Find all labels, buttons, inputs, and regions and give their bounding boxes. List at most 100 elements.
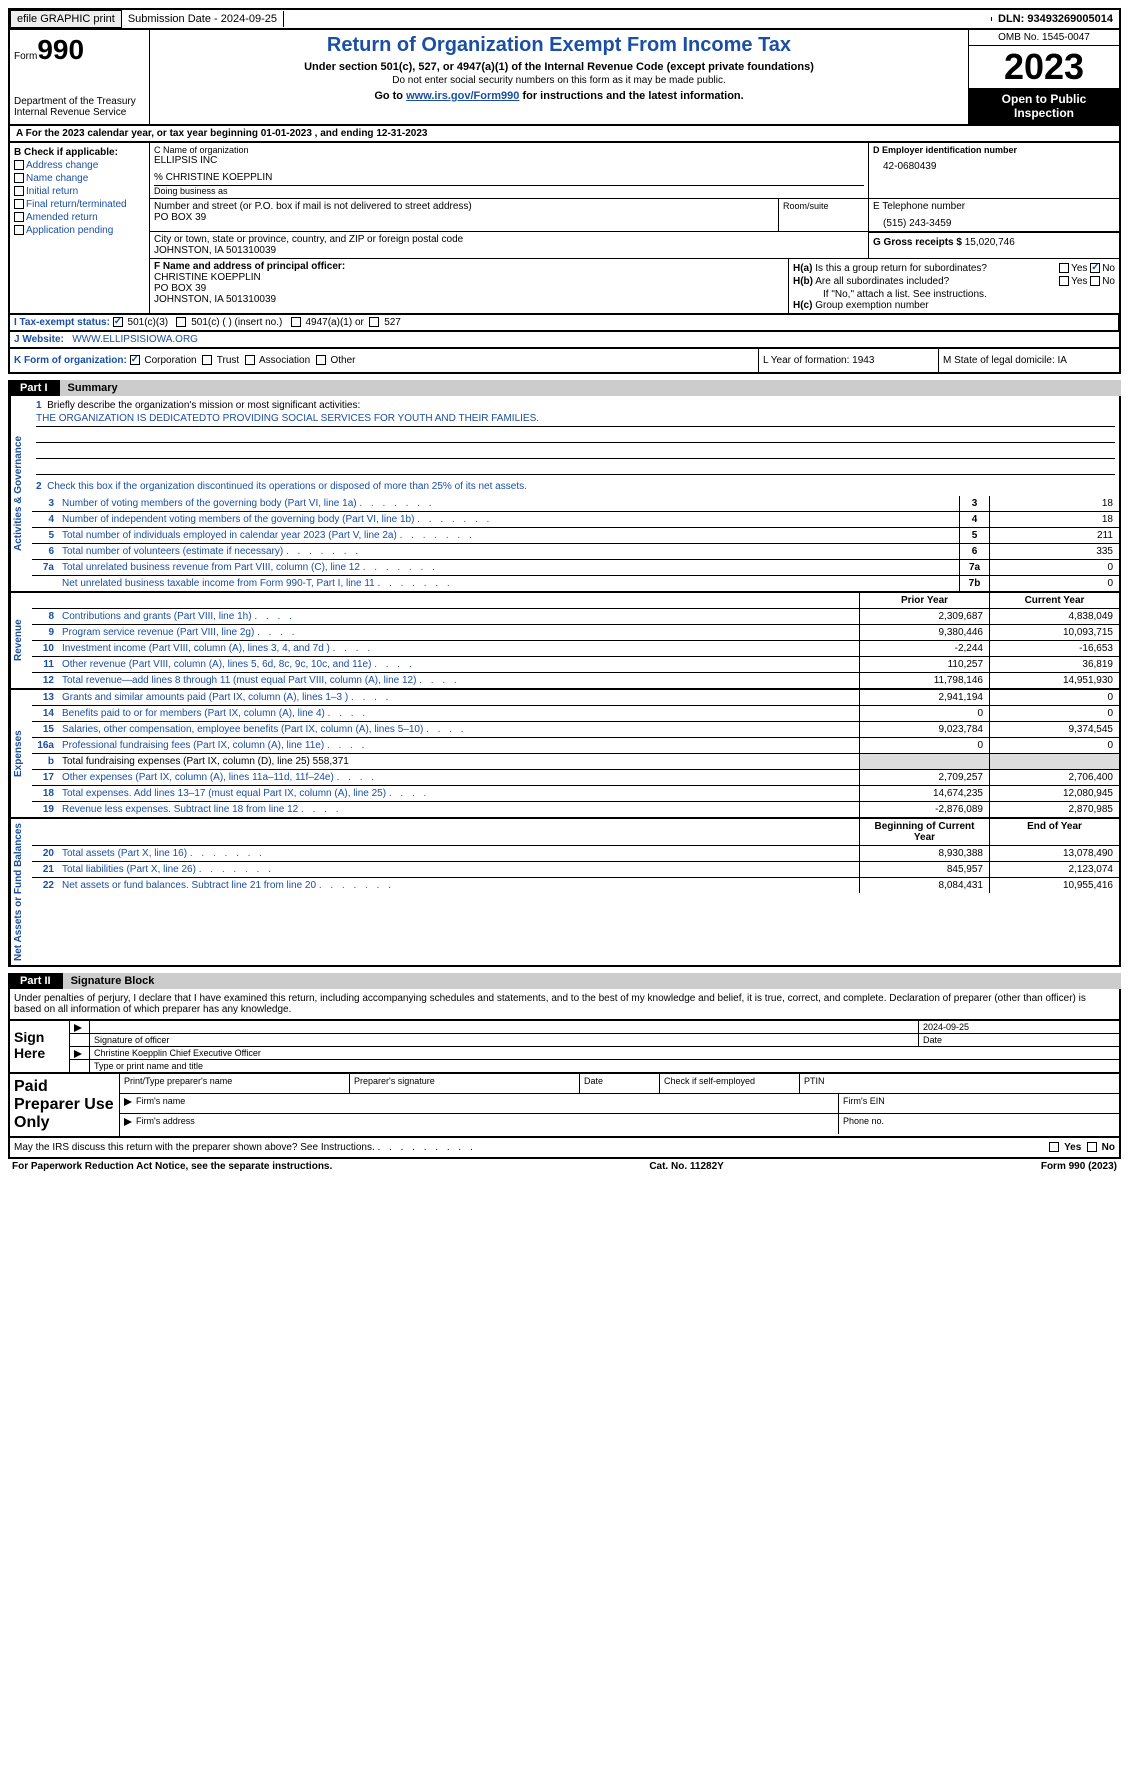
dba-label: Doing business as bbox=[154, 185, 864, 196]
phone-value: (515) 243-3459 bbox=[883, 218, 1115, 229]
discuss-text: May the IRS discuss this return with the… bbox=[14, 1142, 375, 1153]
cb-501c[interactable] bbox=[176, 317, 186, 327]
summary-line: 10Investment income (Part VIII, column (… bbox=[32, 641, 1119, 657]
mission-text: THE ORGANIZATION IS DEDICATEDTO PROVIDIN… bbox=[36, 413, 1115, 427]
website-link[interactable]: WWW.ELLIPSISIOWA.ORG bbox=[72, 334, 198, 345]
m-cell: M State of legal domicile: IA bbox=[939, 349, 1119, 372]
sign-here-row: Sign Here 2024-09-25 Signature of office… bbox=[8, 1021, 1121, 1074]
goto-note: Go to www.irs.gov/Form990 for instructio… bbox=[154, 90, 964, 102]
k-cell: K Form of organization: Corporation Trus… bbox=[10, 349, 759, 372]
room-cell: Room/suite bbox=[779, 199, 869, 231]
sig-date: 2024-09-25 bbox=[919, 1021, 1119, 1033]
part-ii-label: Part II bbox=[8, 973, 63, 989]
summary-line: 19Revenue less expenses. Subtract line 1… bbox=[32, 802, 1119, 817]
gov-body: 1 Briefly describe the organization's mi… bbox=[32, 396, 1119, 591]
part-ii-title: Signature Block bbox=[63, 973, 1121, 989]
care-of: % CHRISTINE KOEPPLIN bbox=[154, 172, 864, 183]
summary-line: 17Other expenses (Part IX, column (A), l… bbox=[32, 770, 1119, 786]
cb-501c3[interactable] bbox=[113, 317, 123, 327]
boy-header: Beginning of Current Year bbox=[859, 819, 989, 845]
summary-line: 5Total number of individuals employed in… bbox=[32, 528, 1119, 544]
discuss-row: May the IRS discuss this return with the… bbox=[8, 1138, 1121, 1159]
firm-ein: Firm's EIN bbox=[843, 1096, 885, 1106]
summary-line: 16aProfessional fundraising fees (Part I… bbox=[32, 738, 1119, 754]
cb-trust[interactable] bbox=[202, 355, 212, 365]
addr-cell: Number and street (or P.O. box if mail i… bbox=[150, 199, 779, 231]
empty-cell bbox=[284, 17, 992, 21]
cb-amended[interactable]: Amended return bbox=[14, 212, 145, 223]
cb-527[interactable] bbox=[369, 317, 379, 327]
officer-name: CHRISTINE KOEPPLIN bbox=[154, 272, 784, 283]
i-row: I Tax-exempt status: 501(c)(3) 501(c) ( … bbox=[8, 315, 1121, 332]
sign-right: 2024-09-25 Signature of officer Date Chr… bbox=[70, 1021, 1119, 1072]
mission-block: 1 Briefly describe the organization's mi… bbox=[32, 396, 1119, 496]
net-section: Net Assets or Fund Balances Beginning of… bbox=[8, 819, 1121, 967]
firm-addr: Firm's address bbox=[136, 1116, 195, 1126]
city-label: City or town, state or province, country… bbox=[154, 234, 864, 245]
summary-line: 22Net assets or fund balances. Subtract … bbox=[32, 878, 1119, 893]
cb-address-change[interactable]: Address change bbox=[14, 160, 145, 171]
efile-button[interactable]: efile GRAPHIC print bbox=[10, 10, 122, 28]
fh-row: F Name and address of principal officer:… bbox=[150, 259, 1119, 313]
header-row: Form990 Department of the Treasury Inter… bbox=[8, 30, 1121, 126]
gross-cell: G Gross receipts $ 15,020,746 bbox=[869, 232, 1119, 258]
cb-4947[interactable] bbox=[291, 317, 301, 327]
prep-date: Date bbox=[580, 1074, 660, 1093]
officer-city: JOHNSTON, IA 501310039 bbox=[154, 294, 784, 305]
addr-row: Number and street (or P.O. box if mail i… bbox=[150, 199, 1119, 232]
dept-label: Department of the Treasury Internal Reve… bbox=[14, 96, 145, 118]
net-body: Beginning of Current Year End of Year 20… bbox=[32, 819, 1119, 965]
cb-final-return[interactable]: Final return/terminated bbox=[14, 199, 145, 210]
paid-right: Print/Type preparer's name Preparer's si… bbox=[120, 1074, 1119, 1136]
sign-here-label: Sign Here bbox=[10, 1021, 70, 1072]
h-note: If "No," attach a list. See instructions… bbox=[823, 289, 1115, 300]
vtab-net: Net Assets or Fund Balances bbox=[10, 819, 32, 965]
summary-line: Net unrelated business taxable income fr… bbox=[32, 576, 1119, 591]
cb-discuss-yes[interactable] bbox=[1049, 1142, 1059, 1152]
form-label: Form990 bbox=[14, 34, 145, 66]
mission-q: Briefly describe the organization's miss… bbox=[47, 400, 360, 411]
cb-app-pending[interactable]: Application pending bbox=[14, 225, 145, 236]
rev-body: Prior Year Current Year 8Contributions a… bbox=[32, 593, 1119, 688]
cb-discuss-no[interactable] bbox=[1087, 1142, 1097, 1152]
date-label: Date bbox=[919, 1034, 1119, 1046]
summary-line: 11Other revenue (Part VIII, column (A), … bbox=[32, 657, 1119, 673]
line-a: A For the 2023 calendar year, or tax yea… bbox=[8, 126, 1121, 143]
header-right: OMB No. 1545-0047 2023 Open to Public In… bbox=[969, 30, 1119, 124]
c-label: C Name of organization bbox=[154, 145, 864, 155]
org-name-cell: C Name of organization ELLIPSIS INC % CH… bbox=[150, 143, 869, 198]
summary-line: 12Total revenue—add lines 8 through 11 (… bbox=[32, 673, 1119, 688]
vtab-exp: Expenses bbox=[10, 690, 32, 817]
top-bar: efile GRAPHIC print Submission Date - 20… bbox=[8, 8, 1121, 30]
cb-corp[interactable] bbox=[130, 355, 140, 365]
irs-link[interactable]: www.irs.gov/Form990 bbox=[406, 90, 519, 102]
city-value: JOHNSTON, IA 501310039 bbox=[154, 245, 864, 256]
paid-label: Paid Preparer Use Only bbox=[10, 1074, 120, 1136]
k-label: K Form of organization: bbox=[14, 355, 127, 366]
cat-no: Cat. No. 11282Y bbox=[649, 1161, 723, 1172]
summary-line: 7aTotal unrelated business revenue from … bbox=[32, 560, 1119, 576]
sig-label: Signature of officer bbox=[90, 1034, 919, 1046]
net-header-row: Beginning of Current Year End of Year bbox=[32, 819, 1119, 846]
cb-other[interactable] bbox=[316, 355, 326, 365]
arrow-icon bbox=[74, 1024, 82, 1032]
officer-sig: Christine Koepplin Chief Executive Offic… bbox=[90, 1047, 1119, 1059]
cb-assoc[interactable] bbox=[245, 355, 255, 365]
i-label: I Tax-exempt status: bbox=[14, 317, 110, 328]
part-i-label: Part I bbox=[8, 380, 60, 396]
summary-line: 6Total number of volunteers (estimate if… bbox=[32, 544, 1119, 560]
cb-initial-return[interactable]: Initial return bbox=[14, 186, 145, 197]
cb-name-change[interactable]: Name change bbox=[14, 173, 145, 184]
dln: DLN: 93493269005014 bbox=[992, 11, 1119, 27]
tax-year: 2023 bbox=[969, 46, 1119, 88]
ein-value: 42-0680439 bbox=[883, 161, 1115, 172]
gov-section: Activities & Governance 1 Briefly descri… bbox=[8, 396, 1121, 593]
paperwork-notice: For Paperwork Reduction Act Notice, see … bbox=[12, 1161, 332, 1172]
addr-value: PO BOX 39 bbox=[154, 212, 774, 223]
summary-line: 18Total expenses. Add lines 13–17 (must … bbox=[32, 786, 1119, 802]
summary-line: 20Total assets (Part X, line 16) . . . .… bbox=[32, 846, 1119, 862]
part-ii-header: Part II Signature Block bbox=[8, 973, 1121, 989]
rev-section: Revenue Prior Year Current Year 8Contrib… bbox=[8, 593, 1121, 690]
form-number: 990 bbox=[37, 34, 84, 65]
name-row: C Name of organization ELLIPSIS INC % CH… bbox=[150, 143, 1119, 199]
